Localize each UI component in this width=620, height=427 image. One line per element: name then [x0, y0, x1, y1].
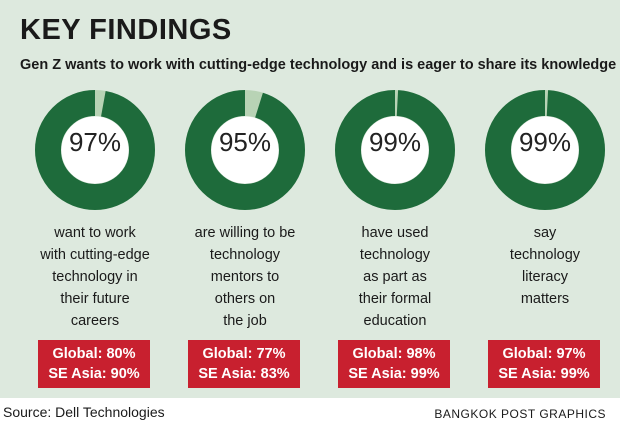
description-line: want to work: [54, 225, 136, 241]
donut-chart: [185, 90, 305, 210]
description-line: their formal: [358, 291, 432, 307]
description-line: their future: [60, 291, 130, 307]
donut-chart: [35, 90, 155, 210]
description-line: careers: [70, 313, 120, 329]
comparison-badge: Global: 77% SE Asia: 83%: [188, 340, 300, 388]
percentage-label: 99%: [518, 127, 572, 157]
description-line: technology: [209, 247, 281, 263]
description-line: technology: [359, 247, 431, 263]
description-line: have used: [361, 225, 429, 241]
description-line: the job: [223, 313, 267, 329]
donut-value-slice: [185, 90, 305, 210]
finding-description: say technology literacy matters: [470, 222, 620, 310]
chart-title: KEY FINDINGS: [20, 14, 232, 46]
source-note: Source: Dell Technologies: [3, 404, 165, 420]
chart-subtitle: Gen Z wants to work with cutting-edge te…: [20, 57, 617, 73]
global-stat: Global: 80%: [52, 346, 136, 362]
finding-column: 95% are willing to be technology mentors to…: [180, 90, 310, 390]
description-line: mentors to: [210, 269, 280, 285]
donut-value-slice: [35, 90, 155, 210]
percentage-label: 95%: [218, 127, 272, 157]
comparison-badge: Global: 98% SE Asia: 99%: [338, 340, 450, 388]
finding-description: have used technology as part as their forma…: [320, 222, 470, 332]
description-line: as part as: [363, 269, 427, 285]
infographic-panel: KEY FINDINGS Gen Z wants to work with cu…: [0, 0, 620, 398]
description-line: say: [533, 225, 557, 241]
se-asia-stat: SE Asia: 90%: [48, 366, 140, 382]
description-line: with cutting-edge: [40, 247, 150, 263]
comparison-badge: Global: 80% SE Asia: 90%: [38, 340, 150, 388]
global-stat: Global: 77%: [202, 346, 286, 362]
global-stat: Global: 97%: [502, 346, 586, 362]
donut-center: [61, 116, 129, 184]
donut-center: [211, 116, 279, 184]
finding-description: want to work with cutting-edge technology …: [20, 222, 170, 332]
description-line: matters: [520, 291, 570, 307]
description-line: technology in: [52, 269, 138, 285]
se-asia-stat: SE Asia: 99%: [498, 366, 590, 382]
donut-value-slice: [485, 90, 605, 210]
comparison-badge: Global: 97% SE Asia: 99%: [488, 340, 600, 388]
description-line: literacy: [522, 269, 568, 285]
graphics-credit: BANGKOK POST GRAPHICS: [434, 407, 606, 421]
finding-column: 99% have used technology as part as their fo…: [330, 90, 460, 390]
donut-chart: [335, 90, 455, 210]
description-line: are willing to be: [194, 225, 296, 241]
description-line: education: [363, 313, 427, 329]
donut-center: [511, 116, 579, 184]
donut-value-slice: [335, 90, 455, 210]
se-asia-stat: SE Asia: 99%: [348, 366, 440, 382]
finding-column: 97% want to work with cutting-edge technolo…: [30, 90, 160, 390]
percentage-label: 97%: [68, 127, 122, 157]
donut-chart: [485, 90, 605, 210]
description-line: technology: [509, 247, 581, 263]
donut-center: [361, 116, 429, 184]
global-stat: Global: 98%: [352, 346, 436, 362]
se-asia-stat: SE Asia: 83%: [198, 366, 290, 382]
percentage-label: 99%: [368, 127, 422, 157]
description-line: others on: [214, 291, 276, 307]
finding-description: are willing to be technology mentors to oth…: [170, 222, 320, 332]
finding-column: 99% say technology literacy matters Global: 9…: [480, 90, 610, 390]
